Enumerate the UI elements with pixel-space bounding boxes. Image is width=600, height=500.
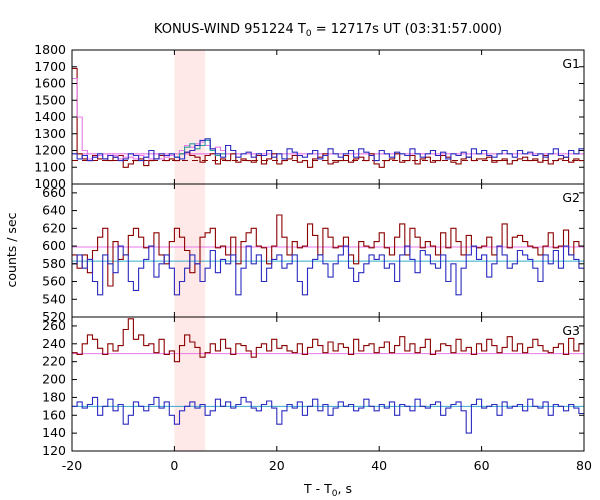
chart-title-subscript: 0 [306, 29, 312, 39]
y-tick-label: 240 [42, 336, 66, 351]
panel-frame [71, 316, 585, 452]
y-tick-label: 540 [42, 291, 66, 306]
y-tick-label: 660 [42, 185, 66, 200]
y-tick-label: 1800 [34, 42, 66, 57]
x-tick-label: 80 [576, 458, 592, 473]
series-line-dark_red [72, 318, 584, 363]
y-axis-label: counts / sec [4, 212, 19, 287]
x-axis-label-rest: , s [338, 481, 352, 496]
series-line-blue [72, 245, 584, 296]
y-tick-label: 600 [42, 238, 66, 253]
series-line-blue [72, 396, 584, 434]
panel-g2: 520 540 560 580 600 620 640 660 G2 [42, 183, 585, 324]
y-tick-label: 180 [42, 389, 66, 404]
x-tick-label: 20 [269, 458, 285, 473]
y-tick-label: 1600 [34, 76, 66, 91]
y-tick-label: 640 [42, 203, 66, 218]
y-tick-label: 220 [42, 354, 66, 369]
series-group [72, 67, 584, 168]
y-tick-label: 520 [42, 309, 66, 324]
y-tick-label: 1100 [34, 159, 66, 174]
y-tick-label: 580 [42, 256, 66, 271]
chart-title-main: KONUS-WIND 951224 T [154, 22, 306, 37]
x-tick-label: 0 [170, 458, 178, 473]
plot-area: 100011001200130014001500160017001800G152… [34, 42, 592, 473]
y-tick-label: 1500 [34, 92, 66, 107]
panel-g3: 120 140 160 180 200 220 240 260 -20 0 20 40 60 80 G3 [42, 316, 592, 473]
x-axis-label-subscript: 0 [332, 489, 338, 499]
y-tick-label: 1200 [34, 143, 66, 158]
x-tick-label: 40 [371, 458, 387, 473]
panel-label: G1 [562, 56, 580, 71]
y-tick-label: 1000 [34, 176, 66, 191]
y-tick-label: 620 [42, 220, 66, 235]
x-axis-label-main: T - T [303, 481, 332, 496]
x-axis-label: T - T0, s [303, 481, 352, 499]
chart-title: KONUS-WIND 951224 T0 = 12717s UT (03:31:… [154, 22, 502, 39]
y-tick-label: 200 [42, 372, 66, 387]
y-tick-label: 140 [42, 425, 66, 440]
panel-label: G2 [562, 190, 580, 205]
series-group [72, 214, 584, 296]
chart-title-rest: = 12717s UT (03:31:57.000) [312, 22, 502, 37]
y-tick-label: 1700 [34, 59, 66, 74]
x-tick-label: 60 [474, 458, 490, 473]
series-line-blue [72, 138, 584, 162]
y-tick-label: 560 [42, 274, 66, 289]
y-tick-label: 1300 [34, 126, 66, 141]
x-tick-label: -20 [62, 458, 82, 473]
series-group [72, 318, 584, 434]
y-tick-label: 260 [42, 318, 66, 333]
y-tick-label: 1400 [34, 109, 66, 124]
y-tick-label: 120 [42, 443, 66, 458]
panel-label: G3 [562, 323, 580, 338]
y-tick-label: 160 [42, 407, 66, 422]
